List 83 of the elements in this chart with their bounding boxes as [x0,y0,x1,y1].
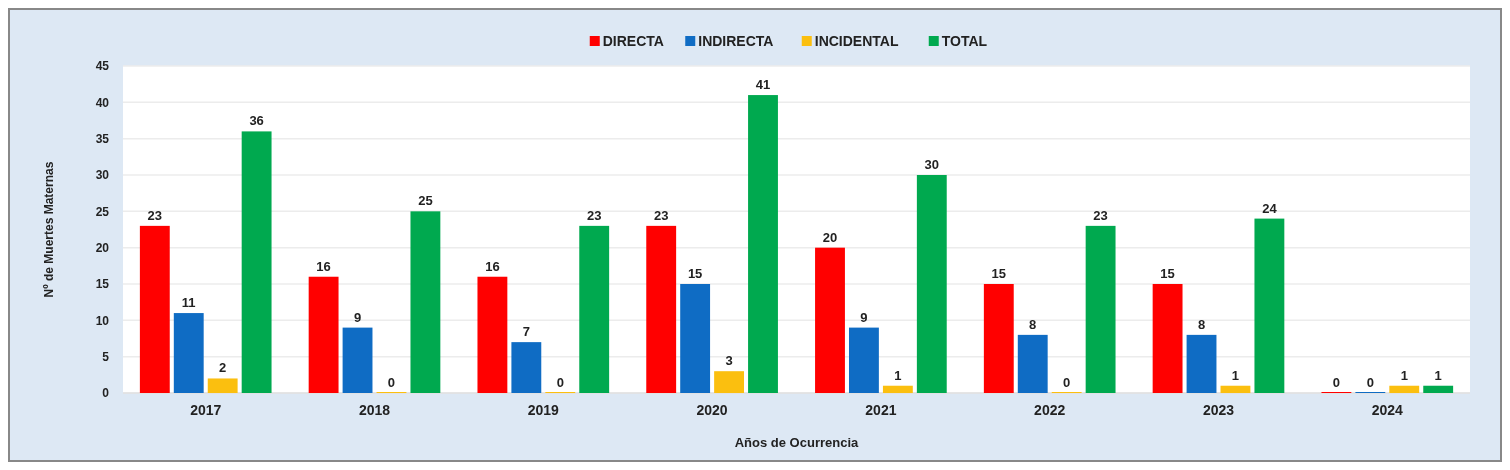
legend-label: INDIRECTA [698,33,774,49]
data-label: 2 [219,360,227,376]
legend-label: INCIDENTAL [814,33,899,49]
legend-label: DIRECTA [602,33,664,49]
data-label: 0 [1332,375,1341,390]
bar [241,131,272,393]
data-label: 23 [586,207,602,223]
data-label: 3 [725,353,733,369]
y-tick-label: 35 [95,131,110,146]
bar [579,225,610,393]
bar [748,95,778,393]
x-tick-label: 2023 [1202,402,1235,418]
x-axis-title: Años de Ocurrencia [734,435,860,450]
data-label: 7 [522,324,530,340]
x-tick-label: 2020 [696,402,728,418]
bar [849,327,879,393]
data-label: 8 [1197,316,1206,332]
legend-label: TOTAL [941,33,988,49]
bar [1186,334,1217,393]
y-tick-label: 30 [95,168,110,183]
x-tick-label: 2018 [358,402,391,418]
x-tick-label: 2024 [1371,402,1404,418]
y-tick-label: 0 [102,386,110,401]
data-label: 15 [991,266,1007,281]
data-label: 9 [860,309,868,325]
data-label: 25 [418,193,433,209]
bar [646,225,677,393]
y-tick-label: 45 [95,59,110,74]
data-label: 1 [1400,367,1408,383]
data-label: 0 [387,375,396,390]
bar [1254,218,1285,393]
bar [1017,334,1048,393]
x-tick-label: 2021 [865,402,897,418]
x-tick-label: 2019 [527,402,560,418]
data-label: 0 [1063,375,1071,390]
bar [207,378,238,393]
bar [882,385,913,393]
bar [511,342,542,393]
y-tick-label: 20 [95,240,110,255]
data-label: 16 [485,258,500,274]
data-label: 23 [653,207,669,223]
data-label: 30 [924,157,940,172]
bar [1085,225,1116,393]
bar [916,175,947,393]
data-label: 0 [1366,375,1374,390]
data-label: 15 [687,266,703,281]
bar [139,225,170,393]
bar [342,327,373,393]
data-label: 11 [181,295,196,311]
data-label: 1 [1231,367,1240,383]
data-label: 36 [249,113,264,129]
y-tick-label: 40 [95,95,110,110]
data-label: 1 [1434,367,1442,383]
bar [680,284,711,393]
y-tick-label: 15 [95,277,110,292]
data-label: 23 [147,207,163,223]
bar [1220,385,1251,393]
bar [410,211,441,393]
bar [815,247,845,393]
data-label: 0 [556,375,564,390]
data-label: 1 [894,367,902,383]
x-tick-label: 2022 [1034,402,1066,418]
data-label: 16 [316,258,331,274]
bar [1152,284,1183,393]
y-tick-label: 25 [95,204,110,219]
x-tick-label: 2017 [190,402,222,418]
data-label: 24 [1262,200,1278,216]
data-label: 41 [755,77,771,93]
bar [173,313,204,393]
bar [1423,385,1454,393]
data-label: 15 [1160,266,1175,281]
data-label: 8 [1029,316,1037,332]
bar [308,276,339,393]
bar [714,371,744,393]
data-label: 9 [353,309,362,325]
data-label: 23 [1093,207,1108,223]
bar [983,284,1014,393]
y-tick-label: 10 [95,313,110,328]
data-label: 20 [822,229,838,245]
bar [1389,385,1420,393]
y-axis-title: Nº de Muertes Maternas [42,161,56,298]
y-tick-label: 5 [102,349,110,364]
bar [477,276,508,393]
